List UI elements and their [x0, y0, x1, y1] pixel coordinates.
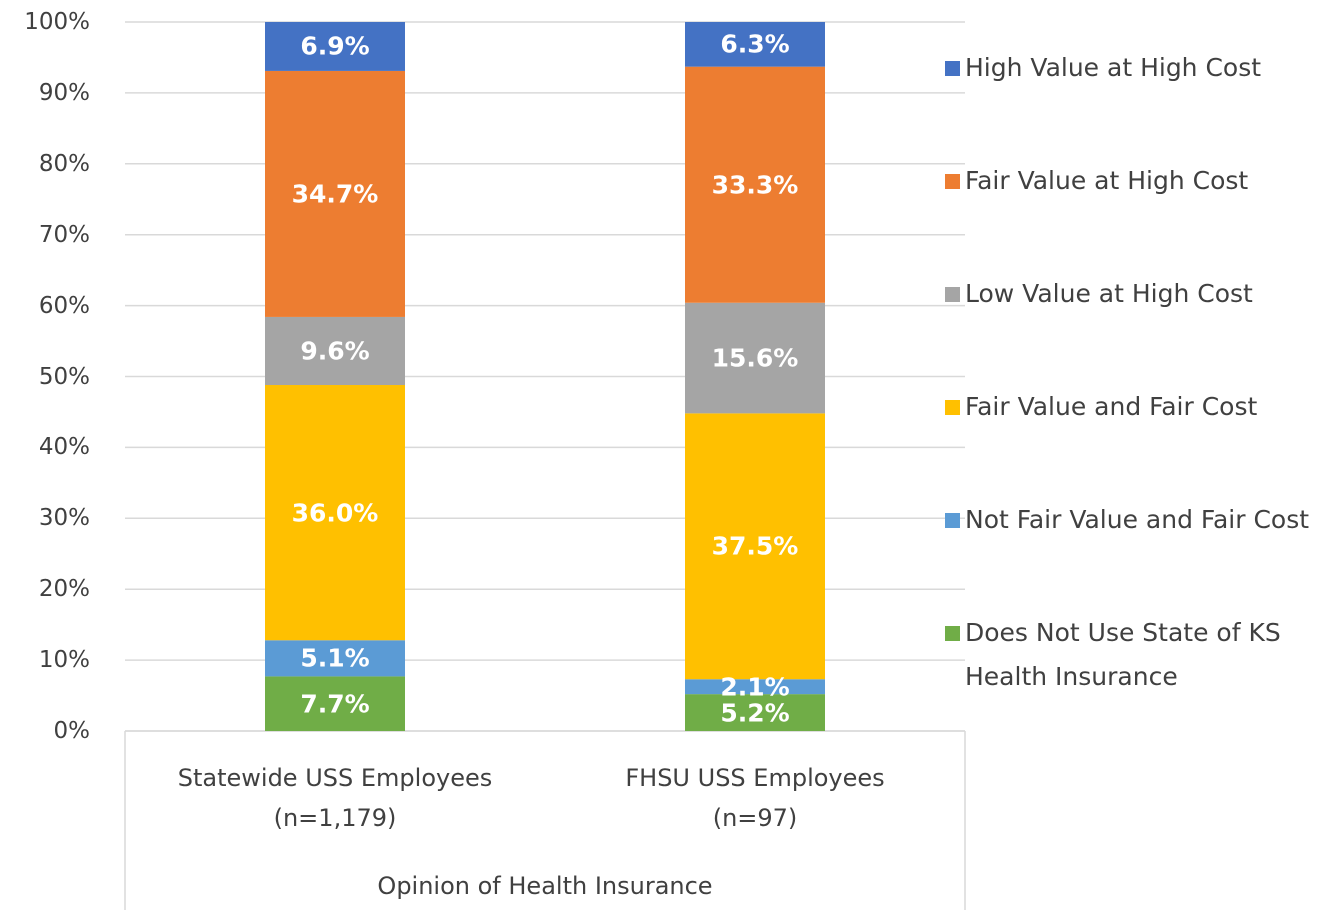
- data-label: 5.1%: [300, 643, 370, 673]
- legend-label: High Value at High Cost: [965, 53, 1262, 82]
- data-label: 15.6%: [711, 343, 799, 373]
- legend-swatch: [945, 174, 960, 189]
- y-tick-label: 80%: [38, 150, 90, 177]
- y-tick-label: 100%: [24, 9, 90, 35]
- data-label: 34.7%: [291, 179, 379, 209]
- data-label: 5.2%: [720, 698, 790, 728]
- bar-segment: [685, 302, 825, 414]
- y-tick-label: 90%: [38, 79, 90, 106]
- legend-swatch: [945, 513, 960, 528]
- data-label: 36.0%: [291, 498, 379, 528]
- legend-swatch: [945, 626, 960, 641]
- y-tick-label: 0%: [53, 718, 91, 744]
- legend-label: Fair Value at High Cost: [965, 166, 1249, 195]
- legend-label: Fair Value and Fair Cost: [965, 392, 1258, 421]
- y-tick-label: 50%: [38, 363, 90, 390]
- bar-segment: [265, 676, 405, 731]
- data-label: 6.9%: [300, 31, 370, 61]
- legend-label: Does Not Use State of KS Health Insuranc…: [965, 618, 1281, 691]
- legend-label: Not Fair Value and Fair Cost: [965, 505, 1310, 534]
- bar-segment: [265, 640, 405, 677]
- y-tick-label: 30%: [38, 505, 90, 532]
- bar-segment: [265, 22, 405, 71]
- bar-segment: [265, 70, 405, 317]
- y-tick-label: 60%: [38, 292, 90, 319]
- bar-segment: [685, 22, 825, 67]
- bar-segment: [265, 385, 405, 641]
- bar-segment: [685, 679, 825, 695]
- data-label: 33.3%: [711, 170, 799, 200]
- y-tick-label: 70%: [38, 221, 90, 248]
- legend-swatch: [945, 400, 960, 415]
- legend-swatch: [945, 287, 960, 302]
- bar-segment: [265, 316, 405, 386]
- x-tick-label: FHSU USS Employees (n=97): [625, 764, 885, 832]
- data-label: 2.1%: [720, 672, 790, 702]
- bar-segment: [685, 413, 825, 680]
- y-tick-label: 40%: [38, 434, 90, 461]
- data-label: 6.3%: [720, 29, 790, 59]
- data-label: 7.7%: [300, 689, 370, 719]
- bar-segment: [685, 694, 825, 731]
- x-axis-title: Opinion of Health Insurance: [377, 872, 713, 900]
- legend-label: Low Value at High Cost: [965, 279, 1253, 308]
- bar-segment: [685, 66, 825, 303]
- x-tick-label: Statewide USS Employees (n=1,179): [177, 764, 493, 832]
- legend-swatch: [945, 61, 960, 76]
- y-tick-label: 20%: [38, 576, 90, 603]
- y-tick-label: 10%: [38, 647, 90, 674]
- data-label: 37.5%: [711, 531, 799, 561]
- data-label: 9.6%: [300, 336, 370, 366]
